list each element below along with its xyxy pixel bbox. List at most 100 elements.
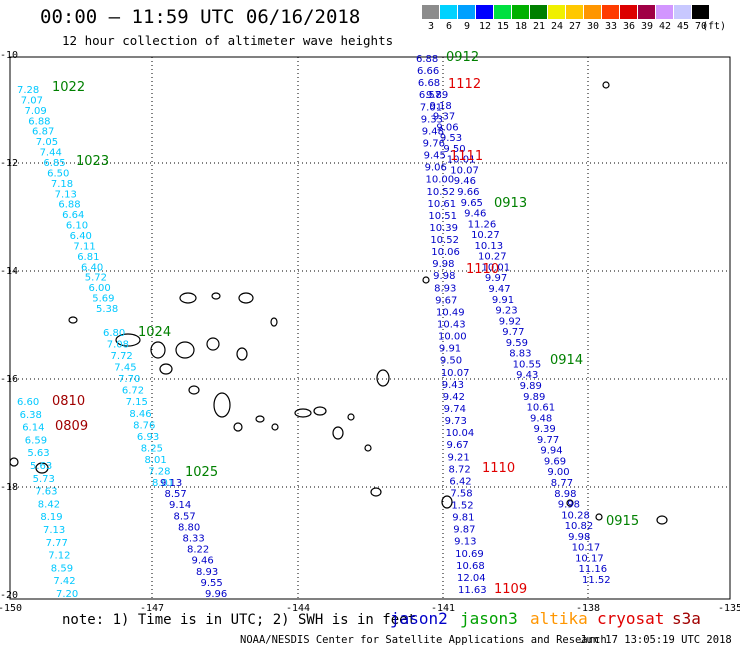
color-swatch — [494, 5, 512, 19]
swh-value-label: 11.63 — [458, 585, 487, 596]
color-scale-tick: 27 — [568, 21, 582, 32]
swh-value-label: 6.50 — [47, 168, 69, 179]
y-tick-label: -18 — [0, 482, 18, 493]
swh-value-label: 10.07 — [441, 368, 470, 379]
swh-value-label: 10.27 — [471, 230, 500, 241]
color-scale-tick: 30 — [586, 21, 600, 32]
pass-time-label: 0915 — [606, 514, 639, 529]
island-outline — [271, 423, 279, 431]
swh-value-label: 10.17 — [572, 543, 601, 554]
swh-value-label: 9.69 — [544, 456, 566, 467]
swh-value-label: 8.98 — [554, 489, 576, 500]
swh-value-label: 5.69 — [92, 294, 114, 305]
swh-value-label: 8.57 — [174, 511, 196, 522]
color-scale-unit: (ft) — [702, 21, 727, 32]
x-tick-label: -135 — [718, 603, 740, 614]
swh-value-label: 8.80 — [178, 522, 200, 533]
island-outline — [422, 276, 430, 284]
color-scale-labels: 3 6 9 12 15 18 21 24 27 30 33 36 39 42 45 70 — [422, 21, 710, 32]
swh-value-label: 9.89 — [426, 90, 448, 101]
swh-value-label: 9.67 — [435, 295, 457, 306]
island-outline — [347, 413, 355, 421]
color-scale-bar — [422, 5, 710, 19]
island-outline — [294, 408, 312, 418]
pass-time-label: 1023 — [76, 154, 109, 169]
pass-time-label: 0809 — [55, 419, 88, 434]
color-scale-tick: 18 — [514, 21, 528, 32]
island-outline — [9, 457, 19, 467]
swh-value-label: 9.74 — [444, 404, 466, 415]
units-note: note: 1) Time is in UTC; 2) SWH is in fe… — [62, 612, 417, 628]
swh-value-label: 8.01 — [152, 478, 174, 489]
swh-value-label: 9.73 — [445, 416, 467, 427]
swh-value-label: 8.33 — [183, 534, 205, 545]
island-outline — [364, 444, 372, 452]
swh-value-label: 9.18 — [429, 101, 451, 112]
swh-value-label: 6.00 — [88, 283, 110, 294]
swh-value-label: 10.00 — [438, 332, 467, 343]
swh-value-label: 10.01 — [481, 262, 510, 273]
legend-item-altika: altika — [530, 609, 588, 628]
x-tick-label: -147 — [140, 603, 164, 614]
swh-value-label: 8.46 — [129, 409, 151, 420]
pass-time-label: 0912 — [446, 50, 479, 65]
swh-value-label: 9.37 — [433, 112, 455, 123]
swh-value-label: 9.45 — [424, 151, 446, 162]
color-swatch — [692, 5, 710, 19]
swh-value-label: 9.53 — [440, 133, 462, 144]
island-outline — [370, 487, 382, 497]
swh-value-label: 9.77 — [502, 327, 524, 338]
swh-value-label: 10.43 — [437, 320, 466, 331]
pass-time-label: 1025 — [185, 465, 218, 480]
swh-value-label: 11.26 — [468, 219, 497, 230]
swh-value-label: 10.69 — [455, 549, 484, 560]
color-swatch — [584, 5, 602, 19]
swh-value-label: 6.88 — [416, 54, 438, 65]
swh-value-label: 10.51 — [428, 211, 457, 222]
swh-value-label: 7.15 — [126, 397, 148, 408]
swh-value-label: 8.59 — [51, 563, 73, 574]
swh-value-label: 7.09 — [25, 106, 47, 117]
swh-value-label: 7.20 — [56, 589, 78, 600]
swh-value-label: 10.49 — [436, 307, 465, 318]
swh-value-label: 6.80 — [103, 328, 125, 339]
map-title: 00:00 — 11:59 UTC 06/16/2018 — [40, 6, 361, 28]
swh-value-label: 9.39 — [533, 424, 555, 435]
swh-value-label: 7.28 — [148, 466, 170, 477]
island-outline — [35, 462, 49, 474]
island-outline — [376, 369, 390, 387]
color-swatch — [422, 5, 440, 19]
color-scale-tick: 45 — [676, 21, 690, 32]
swh-value-label: 6.14 — [22, 423, 44, 434]
island-outline — [233, 422, 243, 432]
swh-value-label: 8.22 — [187, 545, 209, 556]
color-scale-tick: 21 — [532, 21, 546, 32]
swh-value-label: 1.52 — [451, 501, 473, 512]
swh-value-label: 7.44 — [40, 148, 62, 159]
swh-value-label: 8.19 — [40, 512, 62, 523]
color-scale-tick: 3 — [427, 21, 435, 32]
swh-value-label: 8.76 — [133, 420, 155, 431]
color-swatch — [674, 5, 692, 19]
swh-value-label: 9.14 — [169, 500, 191, 511]
island-outline — [270, 317, 278, 327]
island-outline — [179, 292, 197, 304]
pass-time-label: 1110 — [466, 262, 499, 277]
swh-value-label: 9.50 — [440, 356, 462, 367]
swh-value-label: 9.92 — [499, 316, 521, 327]
swh-value-label: 8.72 — [448, 464, 470, 475]
swh-value-label: 6.57 — [419, 90, 441, 101]
color-swatch — [530, 5, 548, 19]
swh-value-label: 10.27 — [478, 252, 507, 263]
color-swatch — [602, 5, 620, 19]
color-scale-tick: 33 — [604, 21, 618, 32]
island-outline — [332, 426, 344, 440]
swh-value-label: 9.91 — [439, 344, 461, 355]
color-swatch — [566, 5, 584, 19]
swh-value-label: 5.38 — [96, 304, 118, 315]
swh-value-label: 7.58 — [450, 488, 472, 499]
swh-value-label: 6.85 — [43, 158, 65, 169]
swh-value-label: 9.06 — [436, 122, 458, 133]
swh-value-label: 8.42 — [38, 499, 60, 510]
